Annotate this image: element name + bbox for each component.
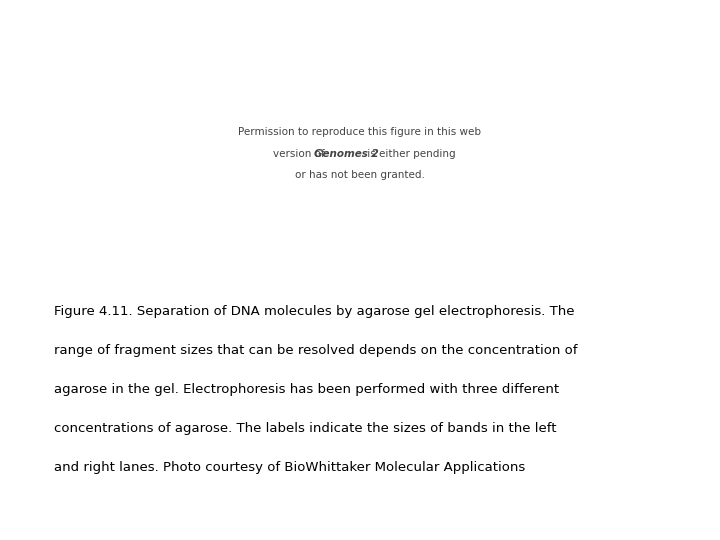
Text: version of Genomes 2 is either pending: version of Genomes 2 is either pending bbox=[257, 149, 463, 159]
Text: Genomes 2: Genomes 2 bbox=[314, 149, 379, 159]
Text: Figure 4.11. Separation of DNA molecules by agarose gel electrophoresis. The: Figure 4.11. Separation of DNA molecules… bbox=[54, 305, 575, 318]
Text: agarose in the gel. Electrophoresis has been performed with three different: agarose in the gel. Electrophoresis has … bbox=[54, 383, 559, 396]
Text: is either pending: is either pending bbox=[364, 149, 456, 159]
Text: version of: version of bbox=[274, 149, 328, 159]
Text: range of fragment sizes that can be resolved depends on the concentration of: range of fragment sizes that can be reso… bbox=[54, 344, 577, 357]
Text: concentrations of agarose. The labels indicate the sizes of bands in the left: concentrations of agarose. The labels in… bbox=[54, 422, 557, 435]
Text: Permission to reproduce this figure in this web: Permission to reproduce this figure in t… bbox=[238, 127, 482, 137]
Text: or has not been granted.: or has not been granted. bbox=[295, 171, 425, 180]
Text: and right lanes. Photo courtesy of BioWhittaker Molecular Applications: and right lanes. Photo courtesy of BioWh… bbox=[54, 461, 526, 474]
